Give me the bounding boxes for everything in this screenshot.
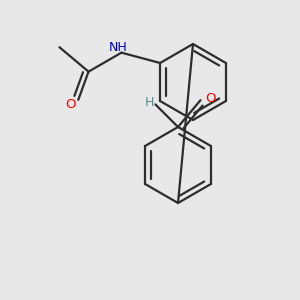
Text: O: O [205, 92, 216, 105]
Text: H: H [145, 96, 154, 109]
Text: O: O [65, 98, 76, 111]
Text: NH: NH [109, 41, 128, 54]
